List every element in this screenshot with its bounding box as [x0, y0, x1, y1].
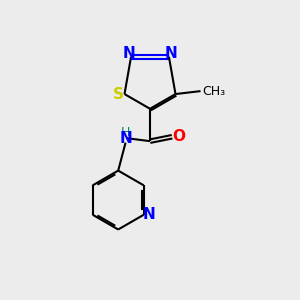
Text: O: O [172, 129, 185, 144]
Text: N: N [119, 131, 132, 146]
Text: CH₃: CH₃ [202, 85, 225, 98]
Text: H: H [121, 126, 130, 140]
Text: N: N [142, 207, 155, 222]
Text: N: N [165, 46, 178, 61]
Text: N: N [122, 46, 135, 61]
Text: S: S [112, 87, 124, 102]
